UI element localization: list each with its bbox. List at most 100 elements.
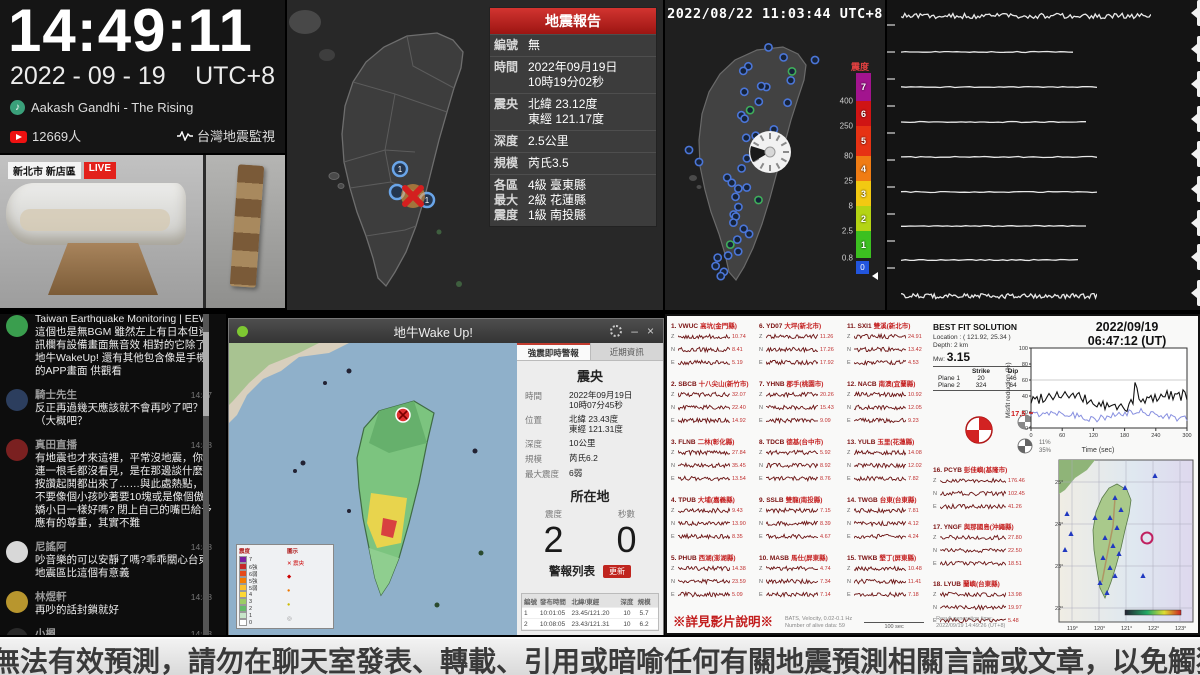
trace-value: 13.42: [908, 346, 922, 353]
chat-scrollbar-thumb[interactable]: [203, 332, 209, 416]
chat-message-header: 小楓 14:48: [35, 626, 212, 635]
station-block-header: 4. TPUB 大埔(嘉義縣): [671, 494, 757, 504]
legend-level: 7: [239, 556, 283, 563]
trace-row: E 7.14: [759, 588, 845, 601]
component-label: Z: [759, 507, 763, 514]
report-row-value: 芮氏3.5: [528, 156, 569, 170]
trace-value: 23.59: [732, 578, 746, 585]
plane-cell: 46: [1009, 375, 1017, 382]
legend-level: 3: [239, 598, 283, 605]
plane-cell: Plane 2: [937, 382, 961, 389]
chat-username: 尼謠阿: [35, 541, 67, 553]
component-label: Z: [847, 565, 851, 572]
local-intensity-value: 2: [543, 519, 564, 560]
report-row-label: 震央: [494, 97, 519, 111]
station-block: 2. SBCB 十八尖山(新竹市) Z 32.07 N 22.40 E 14.92: [671, 378, 757, 434]
trace-value: 10.74: [732, 333, 746, 340]
station-block-header: 8. TDCB 德基(台中市): [759, 436, 845, 446]
seismograph-trace-row: 花蓮縣卓溪鄉: [900, 176, 1200, 202]
station-code: 3. FLNB: [671, 439, 696, 446]
chat-timestamp: 14:48: [190, 440, 212, 450]
legend-header-icons: 圖示: [287, 549, 299, 555]
chat-message-list: Taiwan Earthquake Monitoring | EEW 這個也是無…: [0, 314, 226, 635]
chat-message-text: 吵音樂的可以安靜了嗎?乖乖關心台東地震區比這個有意義: [35, 554, 209, 579]
alert-cell: 10:08:05: [539, 620, 566, 628]
legend-level-label: 5強: [249, 578, 258, 585]
svg-text:1: 1: [425, 196, 430, 205]
trace-value: 8.76: [820, 475, 831, 482]
component-label: N: [671, 346, 675, 353]
map-timestamp: 2022/08/22 11:03:44 UTC+8: [667, 6, 883, 22]
tab-eew-alert[interactable]: 強震即時警報: [517, 343, 590, 360]
trace-row: N 4.12: [847, 517, 933, 530]
chat-scrollbar-track[interactable]: [203, 314, 209, 635]
trace-row: N 19.97: [933, 601, 1053, 614]
youtube-icon: [10, 131, 27, 143]
station-label-tag: 嘉義縣大埔鄉: [1191, 106, 1200, 132]
window-titlebar[interactable]: 地牛Wake Up! – ×: [229, 319, 663, 343]
chat-message-body: 尼謠阿 14:48 吵音樂的可以安靜了嗎?乖乖關心台東地震區比這個有意義: [35, 539, 212, 580]
chat-timestamp: 14:47: [190, 390, 212, 400]
component-label: Z: [759, 391, 763, 398]
chat-message-body: 林煜軒 14:48 再吵的話封鎖就好: [35, 589, 212, 617]
chat-message-body: 騎士先生 14:47 反正再過幾天應該就不會再吵了吧？（大概吧？: [35, 387, 212, 428]
epicenter-field: 深度 10公里: [517, 436, 663, 451]
legend-icon: ●: [287, 588, 291, 594]
alert-header-cell: 北緯/東經: [571, 598, 600, 606]
legend-level: 4: [239, 591, 283, 598]
station-name: 大埔(嘉義縣): [697, 497, 735, 504]
alert-table-row: 1 10:01:05 23.45/121.20 10 5.7: [522, 608, 658, 619]
alert-cell: 23.43/121.31: [571, 620, 610, 628]
component-label: Z: [933, 477, 937, 484]
earthquake-report-card: 地震報告 編號無時間 2022年09月19日 10時19分02秒 震央 北緯 23.1…: [489, 7, 657, 227]
trace-row: Z 24.91: [847, 330, 933, 343]
minimize-button[interactable]: –: [631, 324, 638, 338]
epicenter-field-label: 時間: [525, 390, 543, 401]
component-label: Z: [847, 391, 851, 398]
report-row-value: 4級 臺東縣 2級 花蓮縣 1級 南投縣: [528, 178, 587, 222]
chat-timestamp: 14:48: [190, 592, 212, 602]
trace-row: E 7.18: [847, 588, 933, 601]
station-location-map: 25° 24° 23° 22° 119° 120° 121° 122° 123°: [1055, 459, 1194, 632]
trace-row: N 7.34: [759, 575, 845, 588]
legend-level-label: 6強: [249, 564, 258, 571]
warning-ticker: 無法有效預測，請勿在聊天室發表、轉載、引用或暗喻任何有關地震預測相關言論或文章，…: [0, 637, 1200, 675]
legend-level: 5弱: [239, 584, 283, 592]
settings-gear-icon[interactable]: [610, 325, 623, 337]
epicenter-field-label: 位置: [525, 414, 543, 425]
gal-label: 2.5: [841, 226, 853, 236]
component-label: Z: [759, 565, 763, 572]
alert-cell: 1: [524, 609, 528, 617]
epicenter-field: 時間 2022年09月19日 10時07分45秒: [517, 388, 663, 412]
chat-message-header: 林煜軒 14:48: [35, 589, 212, 604]
legend-swatch: [239, 605, 247, 612]
tab-recent-info[interactable]: 近期資訊: [589, 343, 663, 360]
seismograph-panel: 新北市中和區桃園市復興區南投縣信義鄉嘉義縣大埔鄉花蓮縣秀林鄉花蓮縣卓溪鄉台東縣卑…: [887, 0, 1200, 310]
update-button[interactable]: 更新: [603, 564, 631, 578]
trace-row: E 5.48: [933, 614, 1053, 627]
station-block: 9. SSLB 雙龍(南投縣) Z 7.15 N 8.39 E 4.67: [759, 494, 845, 550]
gal-label: 400: [839, 96, 853, 106]
trace-row: N 35.45: [671, 459, 757, 472]
component-label: N: [847, 462, 851, 469]
component-label: N: [671, 404, 675, 411]
chat-username: 真田直播: [35, 439, 77, 451]
legend-level-label: 3: [249, 598, 253, 605]
chat-avatar: [6, 591, 28, 613]
svg-text:180: 180: [1120, 433, 1129, 439]
trace-value: 27.80: [1008, 534, 1022, 541]
close-button[interactable]: ×: [646, 324, 654, 338]
legend-swatch: [239, 584, 247, 591]
svg-text:80: 80: [1022, 362, 1028, 368]
trace-value: 5.09: [732, 591, 743, 598]
alert-cell: 5.7: [639, 609, 649, 617]
live-chat-panel: Taiwan Earthquake Monitoring | EEW 這個也是無…: [0, 314, 226, 635]
trace-value: 7.18: [908, 591, 919, 598]
local-intensity-label: 震度: [544, 509, 562, 519]
report-row-label: 編號: [494, 38, 519, 52]
station-name: 雙龍(南投縣): [785, 497, 823, 504]
scale-level-zero: 0: [856, 261, 869, 274]
status-dot: [237, 325, 248, 337]
alert-header-cell: 深度: [620, 598, 634, 606]
